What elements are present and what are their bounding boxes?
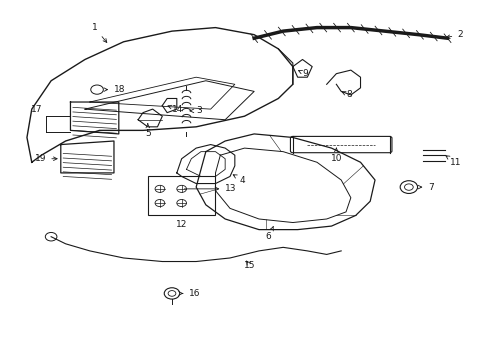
Text: 10: 10 bbox=[330, 148, 342, 163]
Text: 17: 17 bbox=[31, 105, 42, 114]
Text: 11: 11 bbox=[445, 156, 461, 167]
Text: 19: 19 bbox=[35, 154, 57, 163]
Text: 3: 3 bbox=[190, 107, 202, 116]
Text: 1: 1 bbox=[92, 23, 106, 42]
Text: 8: 8 bbox=[341, 90, 351, 99]
Text: 15: 15 bbox=[243, 261, 255, 270]
Text: 16: 16 bbox=[179, 289, 200, 298]
Text: 4: 4 bbox=[233, 175, 245, 185]
Text: 2: 2 bbox=[446, 30, 462, 39]
Text: 18: 18 bbox=[103, 85, 125, 94]
Text: 5: 5 bbox=[144, 124, 150, 139]
Text: 13: 13 bbox=[184, 184, 236, 193]
Text: 6: 6 bbox=[265, 227, 273, 241]
Text: 9: 9 bbox=[298, 69, 307, 78]
Bar bbox=[147, 176, 215, 215]
Text: 14: 14 bbox=[168, 105, 183, 114]
Text: 7: 7 bbox=[417, 183, 433, 192]
Text: 12: 12 bbox=[176, 220, 187, 229]
